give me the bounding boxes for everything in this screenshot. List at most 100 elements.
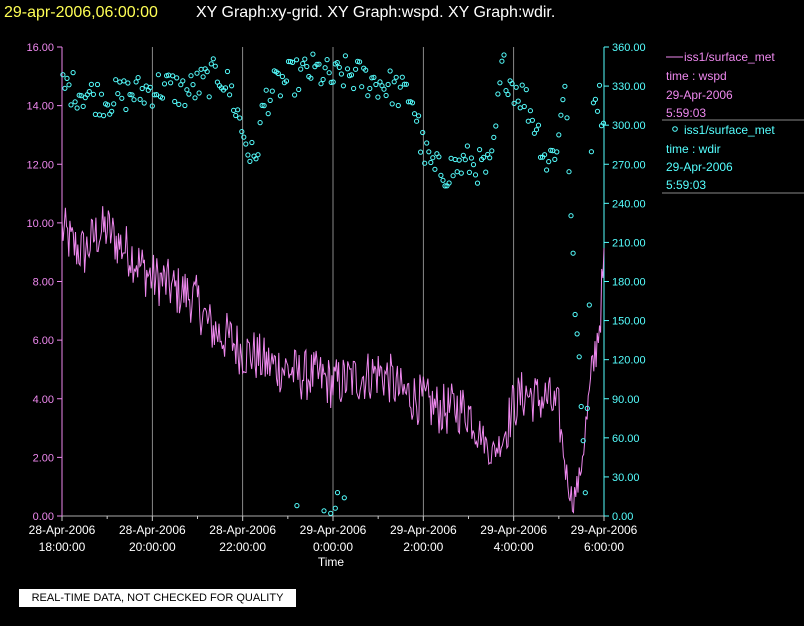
wdir-point [592,96,599,103]
wdir-point [414,118,420,124]
wdir-point [131,97,137,103]
wdir-point [139,85,145,92]
wdir-point [231,107,237,114]
wdir-point [493,123,499,129]
x-tick-date: 28-Apr-2006 [29,523,96,537]
wdir-point [316,61,322,67]
wdir-point [96,112,103,118]
wdir-point [460,152,466,158]
wdir-point [105,102,111,108]
wdir-point [462,157,468,163]
wdir-point [483,169,489,175]
wdir-point [277,93,283,99]
wdir-point [330,79,336,85]
wdir-point [324,57,330,63]
wdir-point [129,92,135,98]
wdir-point [525,118,531,124]
wdir-point [123,106,129,113]
wdir-point [200,74,206,80]
wdir-point [542,152,548,158]
wdir-point [401,81,407,87]
wdir-point [90,91,97,98]
wdir-point [472,172,479,178]
wdir-point [466,169,472,175]
wdir-point [503,88,509,94]
x-tick-date: 29-Apr-2006 [571,523,638,537]
wdir-point [527,108,534,114]
wdir-point [143,83,149,89]
legend-wspd-var: time : wspd [666,69,727,83]
legend-wdir-time: 5:59:03 [666,178,706,192]
wdir-point [357,59,363,65]
wdir-point [326,70,332,76]
wdir-point [495,91,501,97]
wdir-point [212,63,218,69]
x-tick-date: 29-Apr-2006 [300,523,367,537]
wdir-point [92,111,99,118]
wdir-point [275,70,281,77]
wdir-point [338,71,344,77]
title-date: 29-apr-2006,06:00:00 [4,4,158,21]
right-tick-label: 120.00 [612,355,646,367]
wdir-point [464,143,470,149]
right-tick-label: 150.00 [612,316,646,328]
x-axis-ticks: 28-Apr-2006 18:00:00 28-Apr-2006 20:00:00 28… [29,516,638,554]
right-axis-ticks: 0.00 30.00 60.00 90.00 120.00 150.00 180.00 210… [604,42,646,523]
wdir-point [86,89,92,95]
wdir-point [600,120,607,126]
wdir-point [387,68,393,74]
left-tick-label: 2.00 [33,452,54,464]
wdir-point [556,132,562,138]
quality-notice: REAL-TIME DATA, NOT CHECKED FOR QUALITY [19,589,296,607]
wdir-point [241,134,247,140]
wdir-point [196,90,202,96]
wdir-point [80,103,86,110]
x-axis-label: Time [318,555,345,569]
wdir-point [70,70,76,76]
wdir-point [249,139,255,146]
wdir-point [176,101,182,108]
wdir-point [570,250,576,256]
wdir-point [568,213,574,219]
wdir-point [576,354,582,360]
wdir-point [481,154,487,160]
wdir-point [399,74,405,80]
x-tick-time: 18:00:00 [39,540,86,554]
wdir-point [420,129,426,136]
wdir-point [509,81,515,87]
right-tick-label: 0.00 [612,511,633,523]
wdir-point [440,177,446,183]
wdir-point [519,82,525,88]
wdir-point [367,85,373,92]
wdir-point [497,80,503,86]
x-tick-time: 20:00:00 [129,540,176,554]
wdir-point [292,92,298,98]
wdir-point [450,173,456,179]
wdir-point [489,148,495,154]
wdir-point [403,81,409,87]
wdir-point [359,84,365,90]
wdir-point [501,52,507,58]
wdir-point [257,120,263,126]
wdir-point [237,115,243,121]
wdir-point [351,85,357,92]
wdir-point [320,76,326,83]
wdir-point [72,99,78,105]
legend-wdir-circle-icon [672,126,678,132]
wdir-point [245,152,251,158]
wdir-point [155,72,161,78]
wdir-point [344,66,351,72]
wdir-point [416,113,422,119]
wdir-point [369,75,375,81]
wdir-point [119,95,125,101]
legend-wspd-time: 5:59:03 [666,106,706,120]
wdir-point [206,94,212,100]
wdir-point [377,79,383,85]
wdir-point [243,141,249,147]
wdir-point [436,154,442,160]
wdir-point [208,61,214,67]
wdir-point [409,100,416,106]
wdir-point [342,53,348,59]
wdir-point [259,102,265,109]
wdir-point [456,157,462,163]
